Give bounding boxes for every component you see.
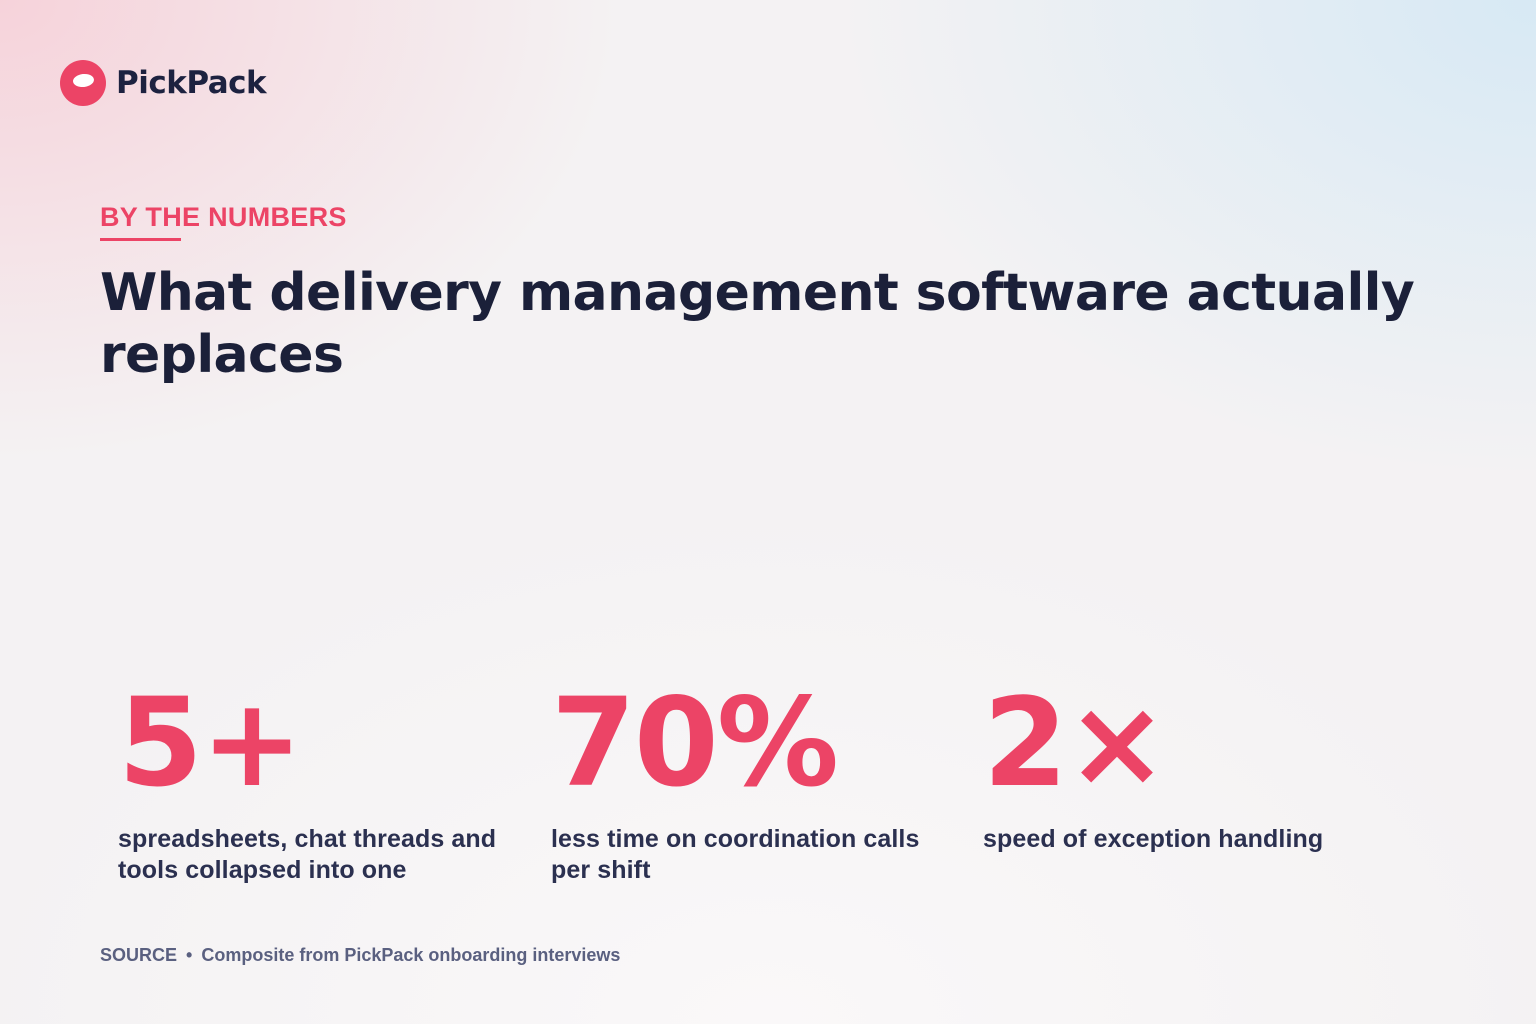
pickpack-logo-icon xyxy=(60,60,106,106)
stat-card: 5+ spreadsheets, chat threads and tools … xyxy=(118,678,518,886)
stat-label: spreadsheets, chat threads and tools col… xyxy=(118,825,497,884)
stat-card: 70% less time on coordination calls per … xyxy=(551,678,951,886)
page-title: What delivery management software actual… xyxy=(100,263,1415,385)
source-separator: • xyxy=(186,945,193,965)
eyebrow-label: BY THE NUMBERS xyxy=(100,202,347,232)
stat-card: 2× speed of exception handling xyxy=(983,678,1403,855)
brand: PickPack xyxy=(60,60,267,106)
source-label: SOURCE xyxy=(100,945,178,965)
stat-value: 2× xyxy=(983,672,1168,814)
stat-label: less time on coordination calls per shif… xyxy=(551,825,920,884)
source-note: SOURCE • Composite from PickPack onboard… xyxy=(100,944,620,966)
brand-name: PickPack xyxy=(116,65,267,101)
stat-value: 70% xyxy=(551,672,839,814)
stat-label: speed of exception handling xyxy=(983,825,1324,853)
source-text: Composite from PickPack onboarding inter… xyxy=(201,945,621,965)
eyebrow-underline xyxy=(100,238,181,241)
stat-value: 5+ xyxy=(118,672,303,814)
